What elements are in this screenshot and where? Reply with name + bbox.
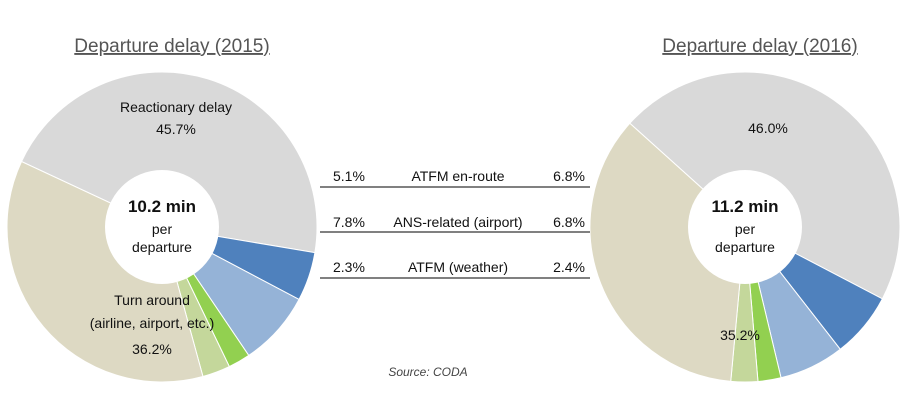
- legend-row-right-atfm-enroute: 6.8%: [553, 168, 585, 184]
- left-reactionary-value: 45.7%: [156, 121, 196, 137]
- legend-row-label-atfm-weather: ATFM (weather): [408, 259, 508, 275]
- legend-row-right-ans-airport: 6.8%: [553, 214, 585, 230]
- donut-hole-1: [688, 170, 802, 284]
- source-note: Source: CODA: [388, 365, 467, 379]
- left-turn-around-label: Turn around: [114, 292, 190, 308]
- right-turn-around-value: 35.2%: [720, 327, 760, 343]
- legend-row-label-atfm-enroute: ATFM en-route: [411, 168, 504, 184]
- left-reactionary-label: Reactionary delay: [120, 99, 232, 115]
- legend-row-right-atfm-weather: 2.4%: [553, 259, 585, 275]
- left-center-per: per: [152, 221, 173, 237]
- right-center-departure: departure: [715, 239, 775, 255]
- right-center-value: 11.2 min: [711, 197, 778, 216]
- pie-slice-turn-around-0: [6, 160, 204, 383]
- left-chart-title: Departure delay (2015): [74, 36, 269, 57]
- left-center-departure: departure: [132, 239, 192, 255]
- left-center-value: 10.2 min: [128, 197, 196, 216]
- left-turn-around-sublabel: (airline, airport, etc.): [90, 315, 214, 331]
- legend-row-label-ans-airport: ANS-related (airport): [393, 214, 522, 230]
- right-reactionary-value: 46.0%: [748, 120, 788, 136]
- pie-slice-turn-around-1: [589, 122, 746, 382]
- legend-row-left-atfm-enroute: 5.1%: [333, 168, 365, 184]
- right-chart-title: Departure delay (2016): [662, 36, 857, 57]
- legend-row-left-ans-airport: 7.8%: [333, 214, 365, 230]
- legend-row-left-atfm-weather: 2.3%: [333, 259, 365, 275]
- right-center-per: per: [735, 221, 756, 237]
- donut-hole-0: [105, 170, 219, 284]
- pie-slice-reactionary-0: [20, 71, 318, 254]
- left-turn-around-value: 36.2%: [132, 341, 172, 357]
